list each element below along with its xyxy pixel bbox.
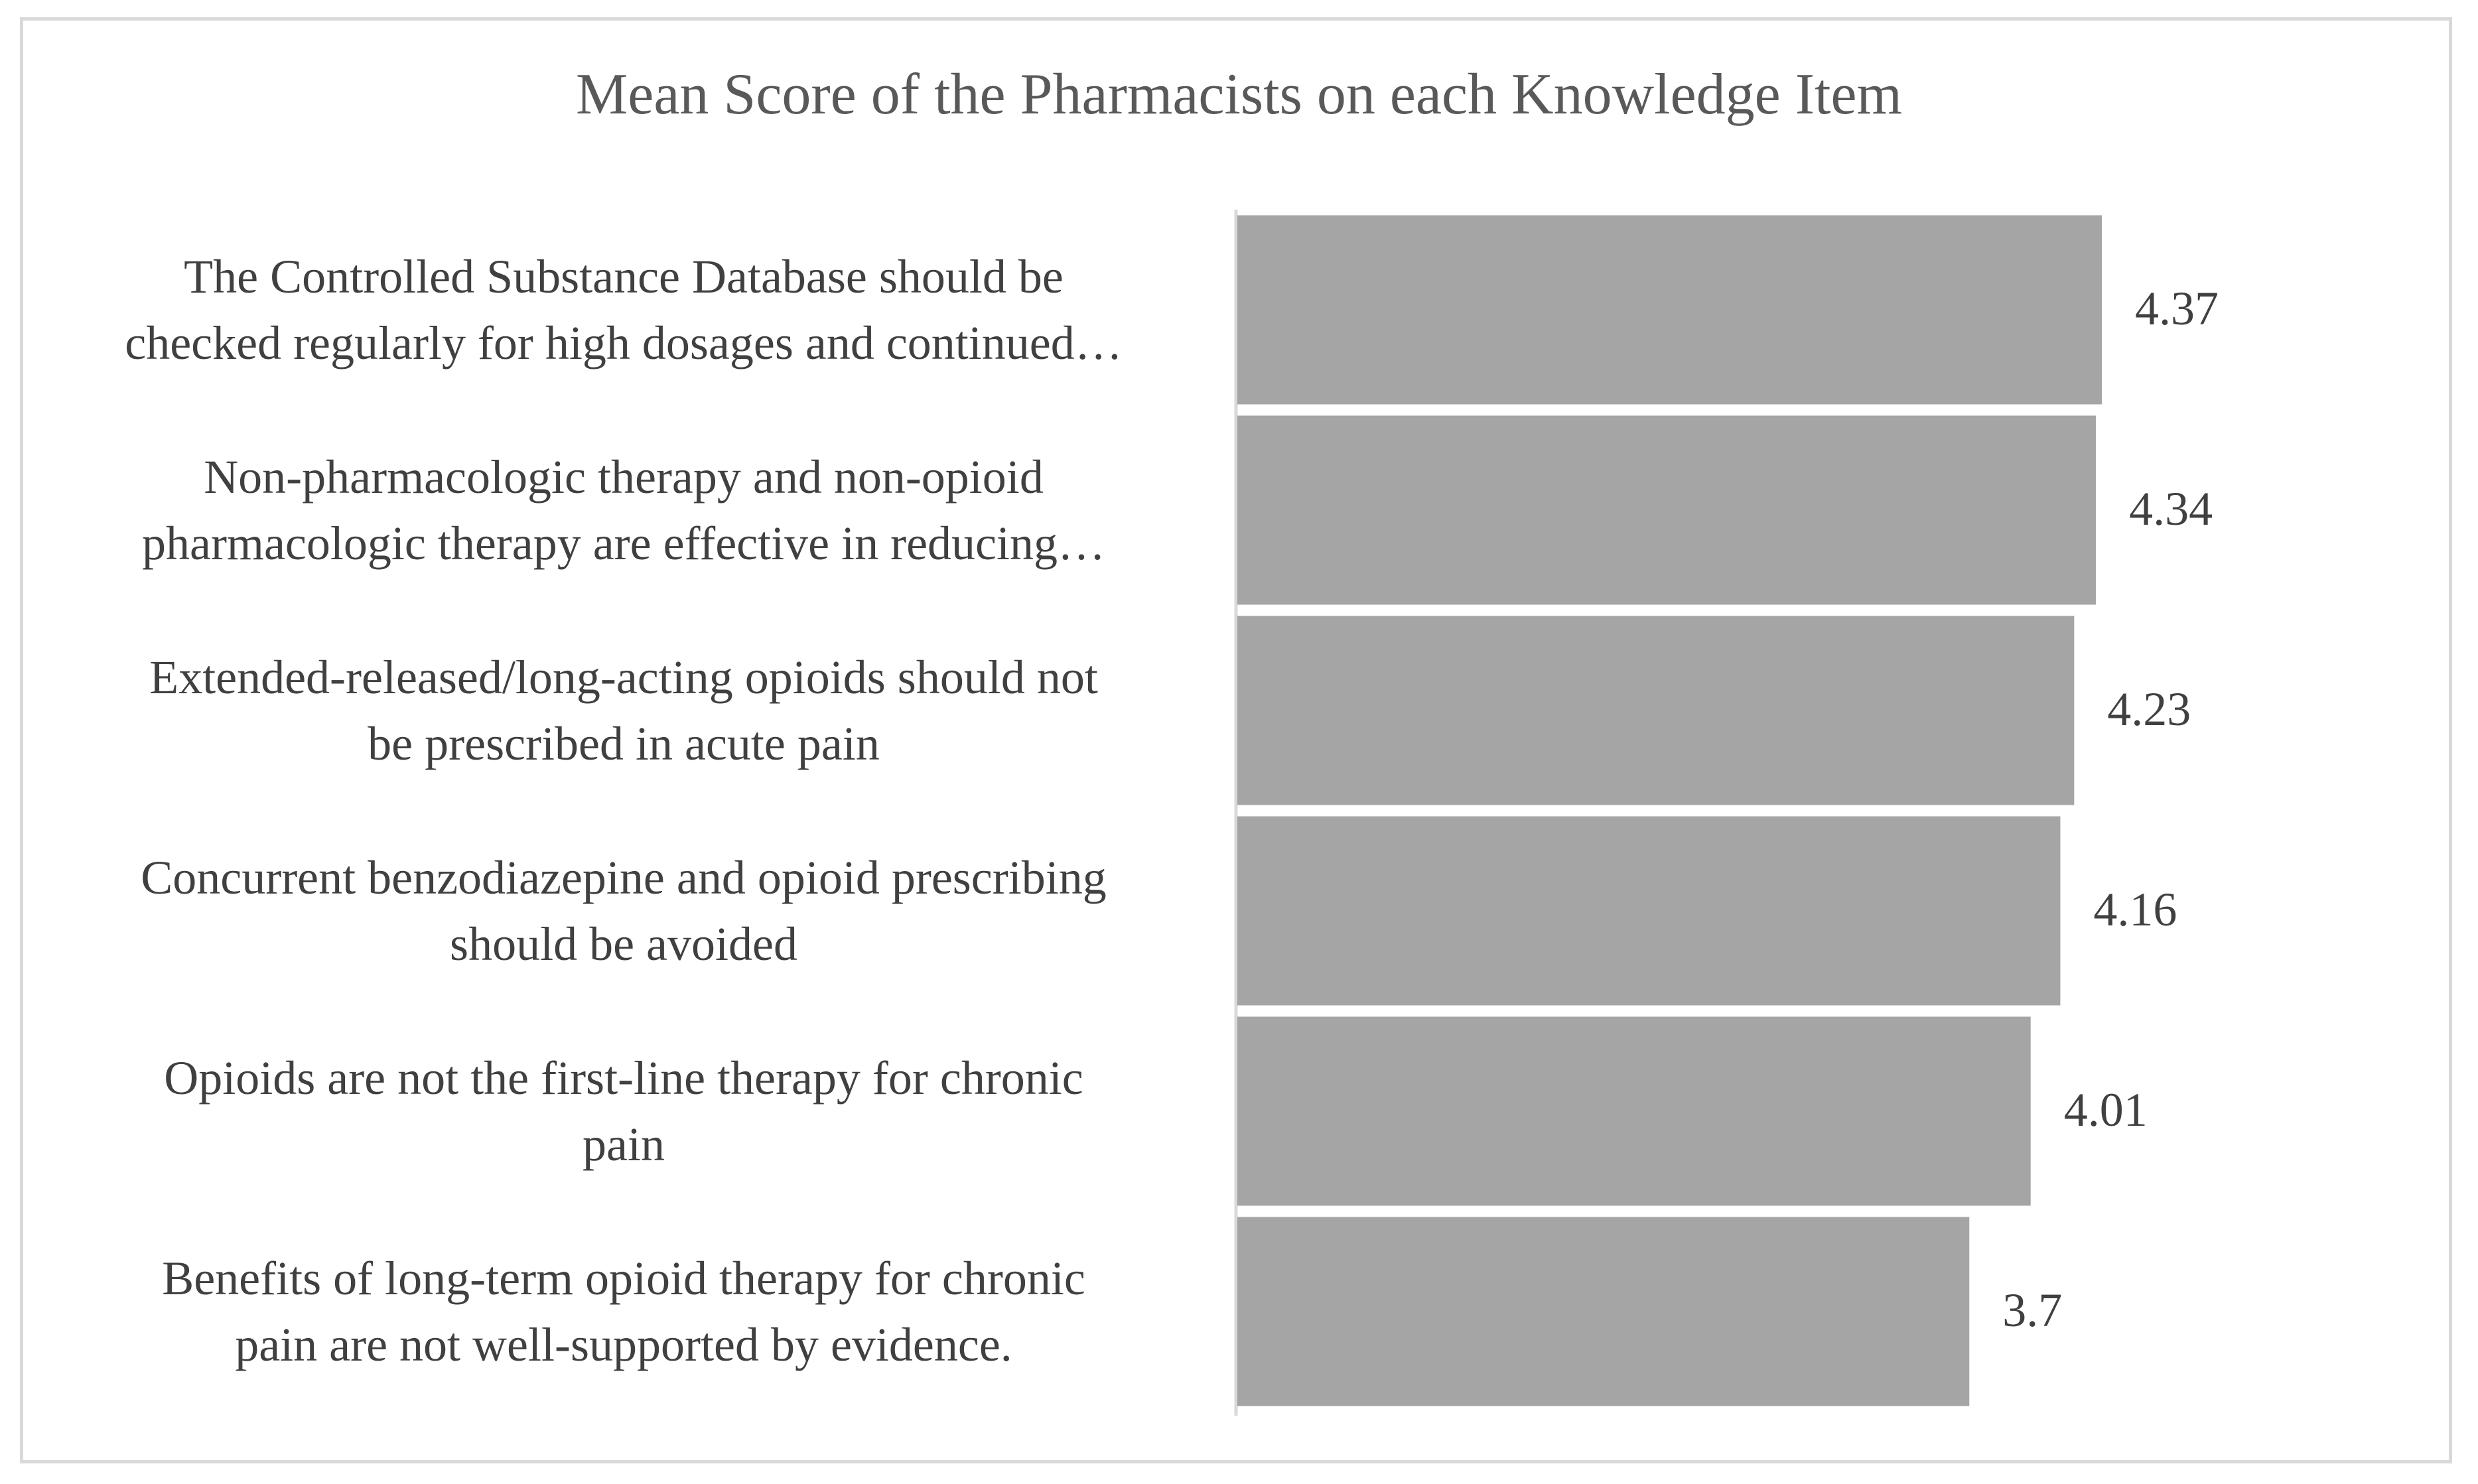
category-label-line: Non-pharmacologic therapy and non-opioid [204, 450, 1044, 504]
bar-3 [1237, 616, 2075, 805]
data-label-3: 4.23 [2107, 683, 2191, 736]
category-label-line: The Controlled Substance Database should… [184, 250, 1064, 303]
category-label-line: pain are not well-supported by evidence. [235, 1318, 1012, 1371]
chart-title: Mean Score of the Pharmacists on each Kn… [576, 62, 1902, 127]
bar-5 [1237, 1016, 2031, 1206]
data-label-4: 4.16 [2093, 883, 2177, 936]
bar-2 [1237, 415, 2097, 605]
category-label-6: Benefits of long-term opioid therapy for… [40, 1245, 1207, 1378]
category-label-line: should be avoided [450, 917, 797, 971]
category-label-line: Concurrent benzodiazepine and opioid pre… [141, 851, 1107, 904]
category-label-1: The Controlled Substance Database should… [40, 243, 1207, 376]
category-label-4: Concurrent benzodiazepine and opioid pre… [40, 844, 1207, 977]
category-label-2: Non-pharmacologic therapy and non-opioid… [40, 444, 1207, 576]
category-label-line: Benefits of long-term opioid therapy for… [162, 1252, 1085, 1305]
category-label-line: pharmacologic therapy are effective in r… [142, 517, 1105, 570]
category-label-line: checked regularly for high dosages and c… [125, 316, 1123, 370]
category-label-line: pain [583, 1118, 665, 1171]
data-label-6: 3.7 [2002, 1284, 2062, 1337]
category-label-3: Extended-released/long-acting opioids sh… [40, 644, 1207, 777]
category-label-5: Opioids are not the first-line therapy f… [40, 1045, 1207, 1178]
bar-6 [1237, 1217, 1970, 1406]
category-label-line: Opioids are not the first-line therapy f… [164, 1051, 1083, 1105]
category-label-line: be prescribed in acute pain [368, 717, 880, 770]
category-label-line: Extended-released/long-acting opioids sh… [149, 651, 1098, 704]
data-label-5: 4.01 [2064, 1083, 2148, 1136]
bar-4 [1237, 816, 2061, 1006]
data-label-2: 4.34 [2129, 482, 2213, 535]
bar-1 [1237, 215, 2102, 405]
data-label-1: 4.37 [2135, 282, 2219, 335]
